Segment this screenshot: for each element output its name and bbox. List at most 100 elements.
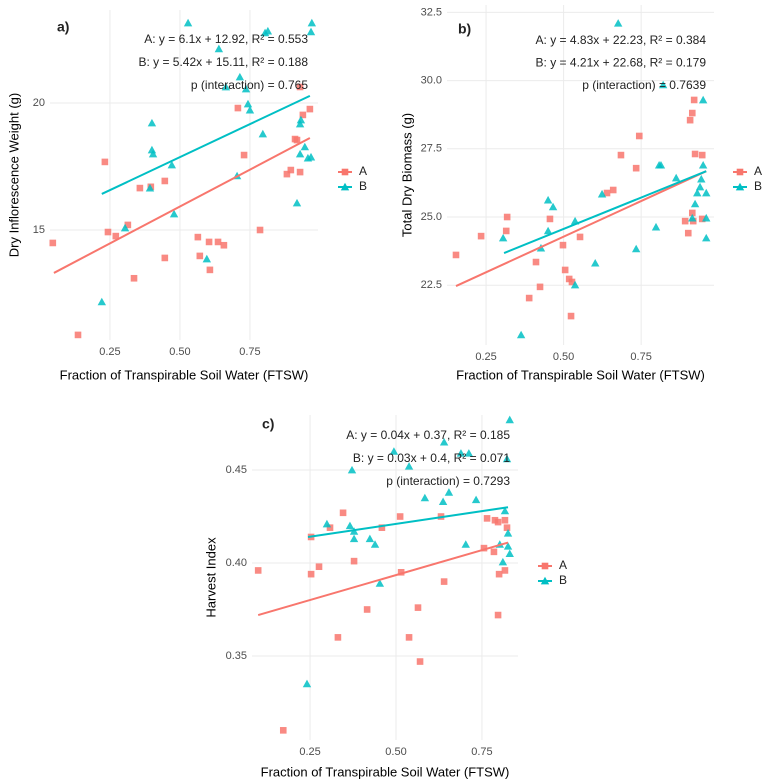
panel: 15 20 0.25 0.50 0.75 a) A: y = 6.1x + 12.92, R… [6, 10, 367, 382]
point [656, 160, 666, 169]
point [444, 488, 454, 496]
point [404, 462, 414, 470]
point [420, 493, 430, 502]
point [136, 184, 144, 192]
point [603, 189, 611, 197]
point [370, 540, 380, 548]
y-tick-label: 20 [33, 97, 45, 109]
fit-line [257, 541, 509, 617]
point [635, 132, 643, 140]
point [414, 604, 422, 611]
x-tick-label: 0.25 [475, 351, 496, 363]
point [169, 209, 179, 218]
point [439, 437, 449, 446]
point [375, 579, 385, 587]
x-axis-title: Fraction of Transpirable Soil Water (FTS… [60, 367, 309, 382]
point [292, 198, 302, 207]
point [698, 160, 708, 169]
point [471, 495, 481, 504]
point [495, 570, 503, 578]
point [591, 258, 600, 267]
point [161, 177, 169, 185]
point [548, 202, 558, 211]
point [503, 524, 511, 531]
y-tick-label: 27.5 [421, 143, 442, 155]
point [500, 506, 510, 515]
y-tick-label: 0.40 [226, 557, 247, 569]
point [543, 195, 553, 204]
point [576, 233, 584, 241]
point [440, 578, 448, 585]
point [559, 241, 567, 249]
point [688, 109, 696, 117]
point [613, 19, 623, 27]
point [279, 727, 287, 734]
x-tick-label: 0.75 [471, 746, 492, 758]
legend-marker [341, 168, 349, 176]
point [296, 168, 304, 176]
point [220, 241, 228, 249]
point [161, 254, 169, 262]
point [120, 223, 130, 232]
annotation: B: y = 5.42x + 15.11, R² = 0.188 [138, 55, 308, 69]
point [245, 105, 255, 114]
point [299, 111, 307, 119]
point [691, 150, 699, 158]
point [49, 239, 57, 247]
point [101, 158, 109, 166]
point [464, 449, 474, 457]
annotation: p (interaction) = 0.7639 [582, 78, 706, 92]
annotation: p (interaction) = 0.7293 [386, 474, 510, 488]
x-axis-title: Fraction of Transpirable Soil Water (FTS… [456, 367, 705, 382]
point [494, 518, 502, 526]
y-axis-title: Dry Inflorescence Weight (g) [6, 93, 21, 258]
point [339, 509, 347, 517]
legend-label: A [754, 164, 762, 178]
point [234, 104, 242, 112]
annotation: A: y = 4.83x + 22.23, R² = 0.384 [536, 33, 707, 47]
y-axis-title: Total Dry Biomass (g) [399, 113, 414, 237]
point [671, 173, 681, 182]
point [350, 557, 358, 565]
y-tick-label: 0.35 [226, 650, 247, 662]
point [502, 454, 512, 463]
panel: 0.35 0.40 0.45 0.25 0.50 0.75 c) A: y = 0.04x +… [203, 415, 567, 779]
x-tick-label: 0.75 [630, 351, 651, 363]
point [695, 182, 705, 191]
point [690, 199, 700, 208]
point [503, 529, 513, 537]
y-tick-label: 25.0 [421, 211, 442, 223]
point [567, 312, 575, 320]
point [651, 222, 661, 231]
point [546, 215, 554, 223]
point [202, 254, 212, 263]
point [632, 164, 640, 172]
panel: 22.5 25.0 27.5 30.0 32.5 0.25 0.50 0.75 b) A: y =… [399, 5, 762, 382]
point [483, 515, 491, 522]
point [688, 213, 697, 222]
point [306, 105, 314, 113]
point [525, 294, 533, 302]
point [561, 266, 569, 274]
point [697, 174, 706, 183]
point [97, 297, 107, 306]
point [684, 229, 692, 237]
x-tick-label: 0.50 [385, 746, 406, 758]
point [74, 331, 82, 339]
fit-line [101, 94, 311, 195]
point [296, 83, 304, 91]
y-axis-title: Harvest Index [203, 537, 218, 618]
point [543, 226, 553, 235]
point [503, 213, 511, 221]
point [505, 415, 514, 424]
annotation: p (interaction) = 0.765 [191, 78, 308, 92]
point [502, 227, 510, 235]
fit-line [307, 506, 509, 538]
annotation: B: y = 0.03x + 0.4, R² = 0.071 [353, 451, 510, 465]
point [293, 136, 301, 144]
point [378, 524, 386, 531]
point [498, 233, 508, 242]
point [263, 26, 273, 35]
y-tick-label: 0.45 [226, 464, 247, 476]
x-axis-title: Fraction of Transpirable Soil Water (FTS… [261, 764, 510, 779]
